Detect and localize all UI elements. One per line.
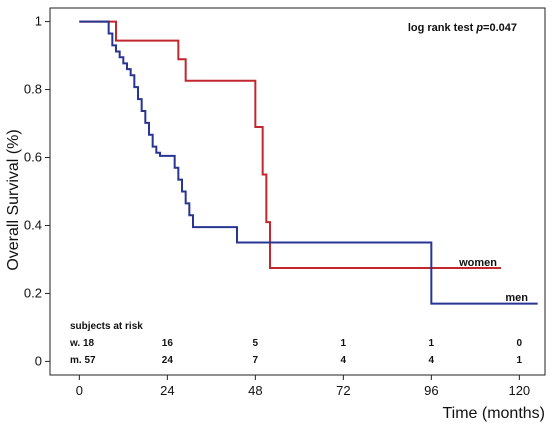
risk-value: 1 — [517, 355, 523, 366]
women-survival-curve — [79, 20, 501, 269]
risk-value: 0 — [517, 338, 523, 349]
y-tick-label: 0.8 — [24, 82, 42, 97]
log-rank-annotation: log rank test p=0.047 — [408, 22, 517, 34]
risk-value: 4 — [341, 355, 347, 366]
risk-value: 1 — [429, 338, 435, 349]
y-tick-label: 1 — [35, 14, 42, 29]
x-tick-label: 0 — [76, 383, 83, 398]
risk-row-label-women: w. 18 — [69, 338, 95, 349]
y-tick-label: 0 — [35, 353, 42, 368]
risk-value: 1 — [341, 338, 347, 349]
risk-value: 7 — [253, 355, 259, 366]
risk-value: 4 — [429, 355, 435, 366]
risk-value: 5 — [253, 338, 259, 349]
x-tick-label: 48 — [248, 383, 262, 398]
men-series-label: men — [505, 292, 528, 304]
x-axis-title: Time (months) — [442, 405, 545, 422]
y-tick-label: 0.4 — [24, 217, 42, 232]
risk-value: 16 — [162, 338, 174, 349]
log-rank-prefix: log rank test — [408, 22, 476, 34]
y-axis-title: Overall Survival (%) — [5, 129, 22, 270]
risk-value: 24 — [162, 355, 174, 366]
plot-frame — [49, 7, 546, 376]
risk-table-title: subjects at risk — [70, 321, 143, 332]
y-tick-label: 0.2 — [24, 285, 42, 300]
risk-row-label-men: m. 57 — [70, 355, 96, 366]
men-survival-curve — [79, 20, 538, 305]
y-tick-label: 0.6 — [24, 150, 42, 165]
x-tick-label: 24 — [160, 383, 174, 398]
p-symbol: p — [475, 22, 483, 34]
p-value: =0.047 — [483, 22, 517, 34]
women-series-label: women — [458, 257, 497, 269]
x-tick-label: 120 — [508, 383, 530, 398]
x-tick-label: 72 — [336, 383, 350, 398]
x-tick-label: 96 — [424, 383, 438, 398]
